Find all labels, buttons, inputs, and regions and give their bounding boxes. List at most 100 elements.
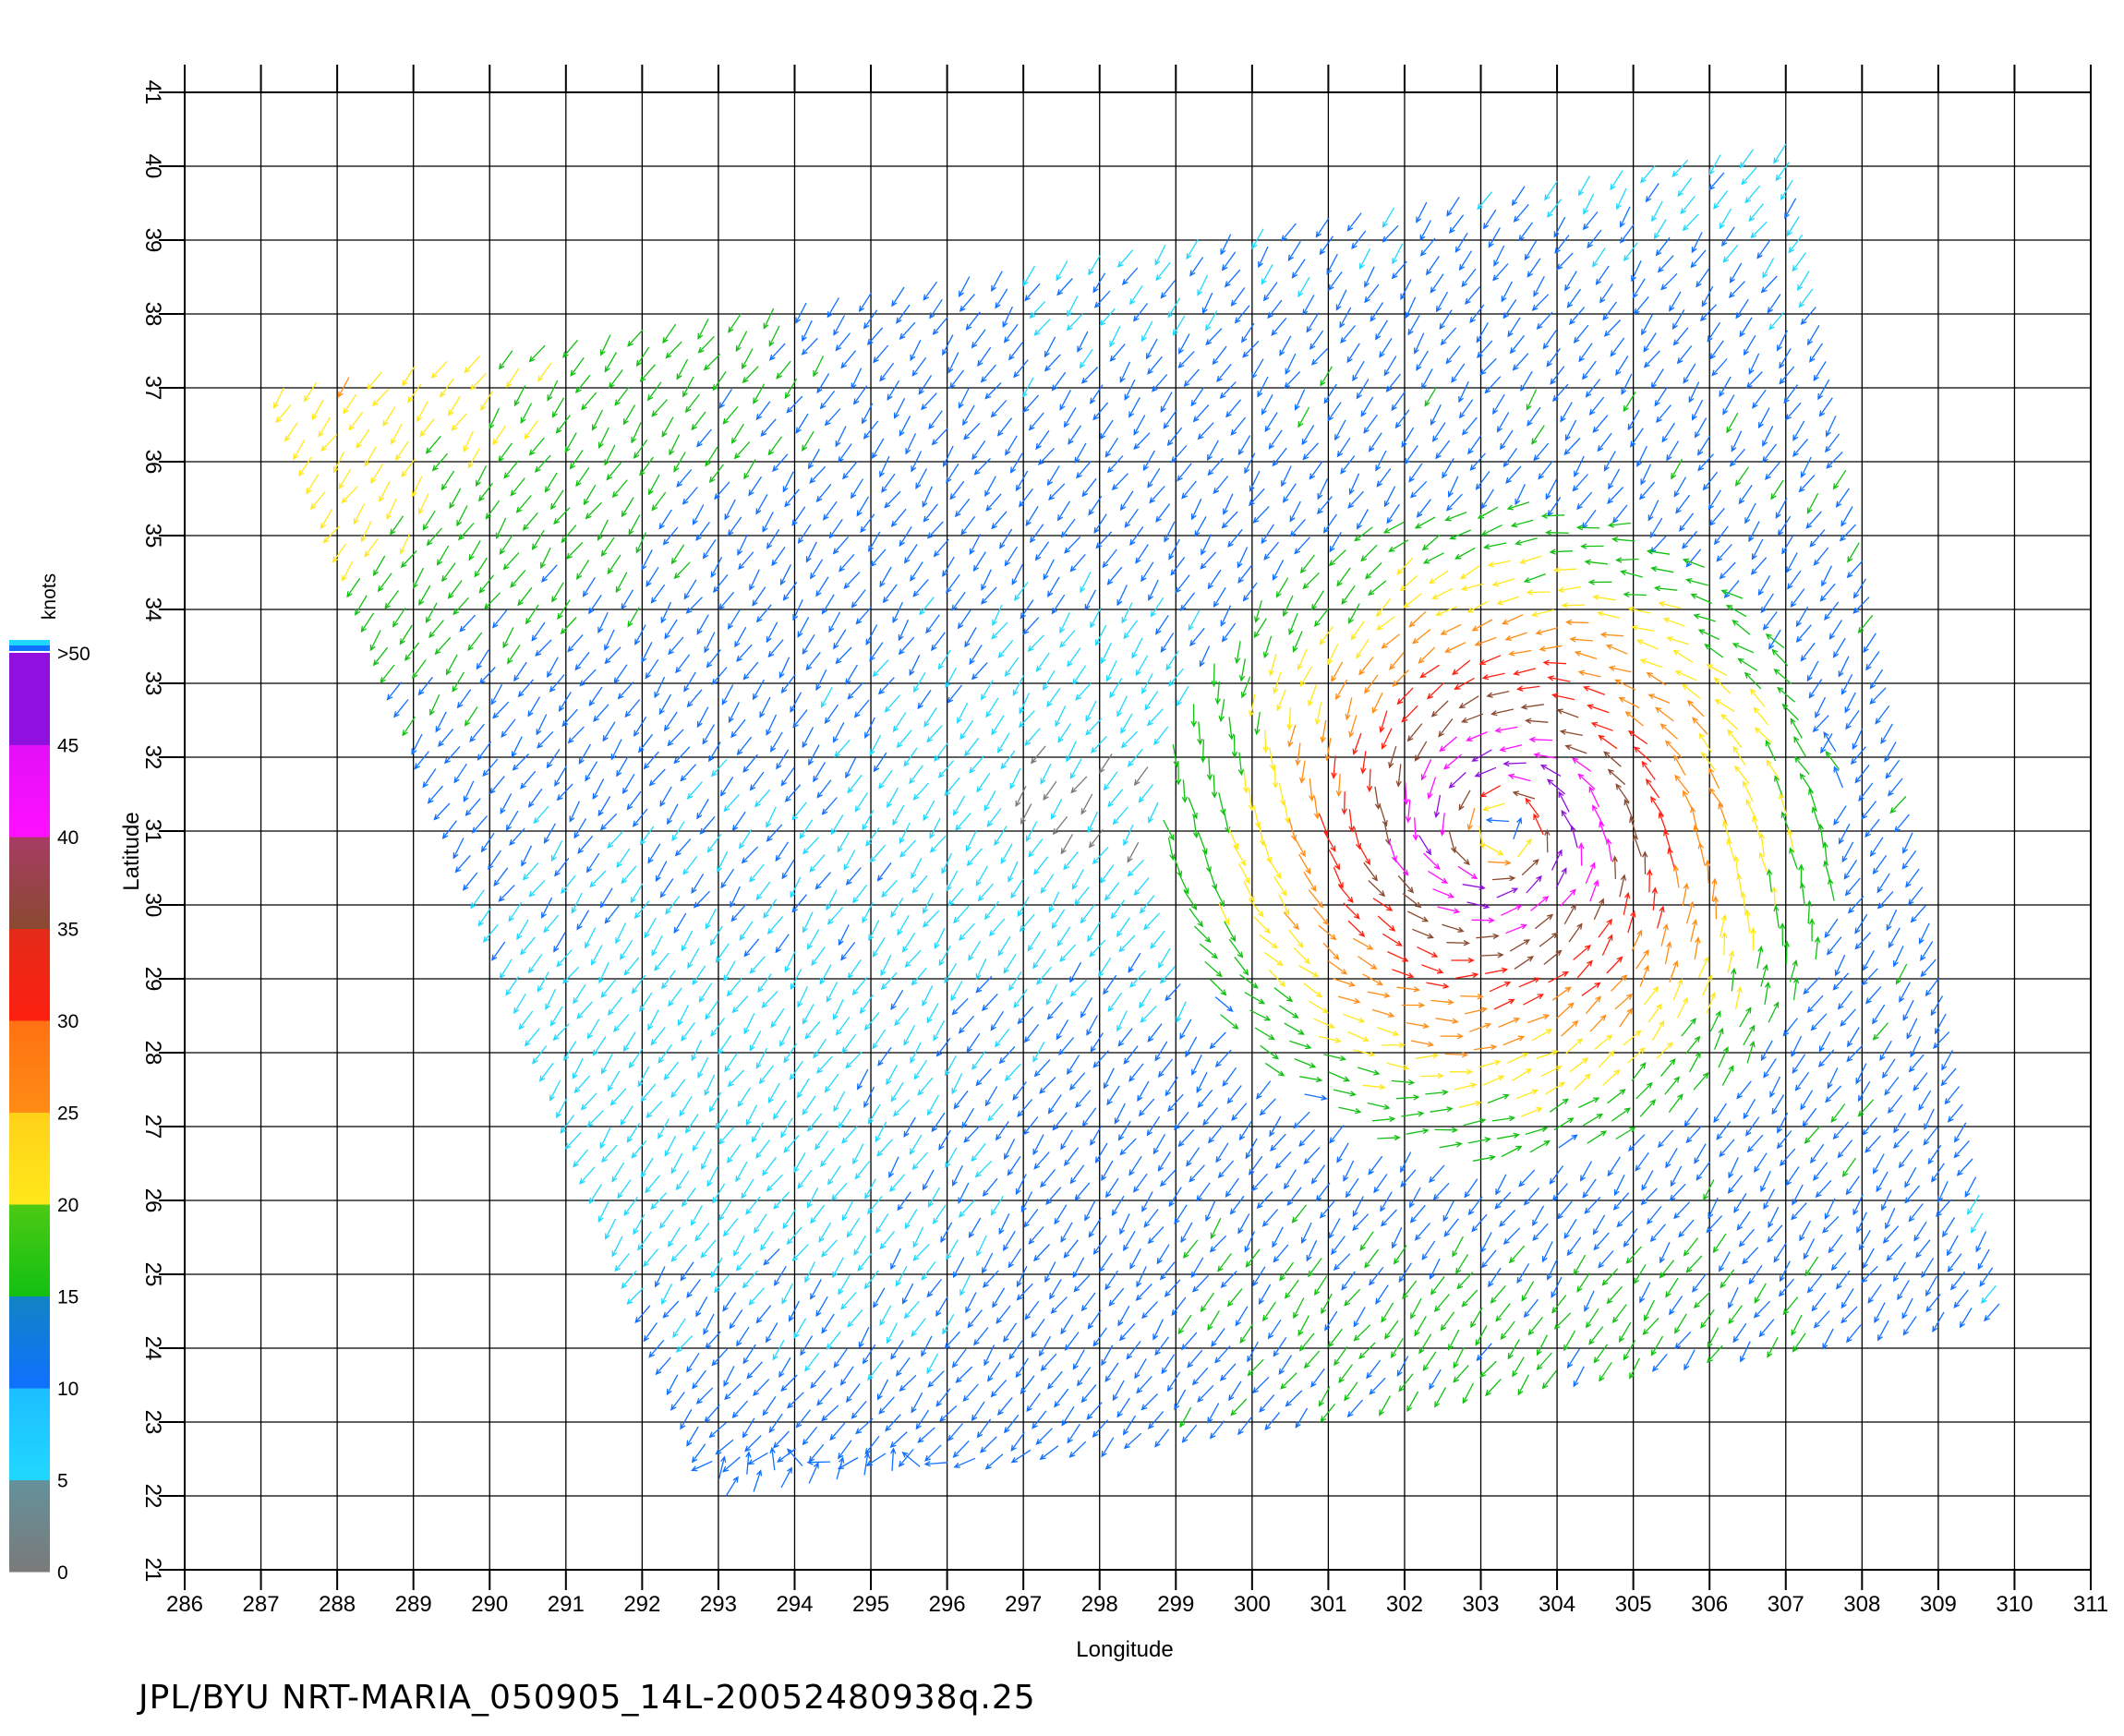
wind-vector [911,967,927,986]
wind-vector [1493,245,1505,267]
wind-vector [1177,1129,1195,1148]
wind-vector [1507,317,1521,338]
wind-vector [899,1374,917,1392]
wind-vector [1881,1058,1896,1079]
wind-vector [1323,831,1336,852]
wind-vector [670,1244,688,1262]
wind-vector [712,371,727,392]
wind-vector [1211,663,1217,688]
wind-vector [903,544,918,564]
wind-vector [1872,1153,1885,1175]
wind-vector [1624,711,1644,727]
wind-vector [1763,1188,1776,1211]
wind-vector [1547,1259,1558,1281]
wind-vector [799,819,814,839]
x-tick-label: 304 [1539,1592,1575,1617]
wind-vector [1406,723,1423,742]
wind-vector [1496,596,1519,606]
wind-vector [1440,1311,1455,1332]
wind-vector [1879,1040,1892,1062]
wind-vector [1908,1203,1924,1223]
wind-vector [846,1383,861,1404]
wind-vector [1578,343,1593,363]
wind-vector [923,1461,948,1467]
wind-vector [1297,648,1308,671]
wind-vector [809,559,824,580]
wind-vector [1773,669,1792,685]
wind-vector [635,346,650,368]
wind-vector [1075,682,1092,701]
wind-vector [832,999,844,1021]
wind-vector [1289,500,1301,523]
wind-vector [1010,1449,1032,1464]
wind-vector [1418,835,1431,856]
wind-vector [737,1087,752,1108]
wind-vector [811,946,826,967]
y-tick-label: 35 [140,524,165,549]
wind-vector [1343,1160,1355,1182]
wind-vector [1694,417,1708,439]
wind-vector [1746,1134,1764,1153]
wind-vector [1467,1137,1491,1144]
wind-vector [1066,1055,1080,1076]
wind-vector [731,1400,749,1419]
wind-vector [704,1404,720,1423]
wind-vector [1060,1222,1073,1243]
wind-vector [1295,742,1301,766]
wind-vector [912,671,926,693]
wind-vector [718,1200,732,1222]
wind-vector [784,951,796,973]
wind-vector [1599,283,1613,304]
wind-vector [1318,924,1337,941]
wind-vector [821,797,838,815]
wind-vector [1584,559,1608,565]
wind-vector [1055,705,1067,728]
wind-vector [990,1379,1008,1398]
wind-vector [1527,406,1541,427]
wind-vector [1611,1107,1632,1122]
wind-vector [1696,1161,1711,1181]
wind-vector [691,1443,706,1464]
wind-vector [1646,671,1667,686]
wind-vector [1315,217,1330,238]
wind-vector [1507,773,1531,782]
wind-vector [1166,1371,1181,1392]
wind-vector [1544,828,1551,853]
wind-vector [1619,1007,1634,1028]
wind-vector [1525,1126,1549,1136]
y-tick-label: 33 [140,671,165,696]
wind-vector [471,815,489,834]
wind-vector [1760,275,1778,294]
wind-vector [923,707,937,728]
wind-vector [1396,557,1414,575]
wind-vector [941,852,953,875]
colorbar-bin [9,653,50,745]
wind-vector [1101,1344,1114,1367]
wind-vector [971,662,988,681]
wind-vector [1813,547,1829,566]
wind-vector [1410,1297,1422,1320]
wind-vector [1380,1191,1393,1212]
wind-vector [1516,1263,1530,1284]
wind-vector [1607,768,1626,786]
wind-vector [1708,172,1725,191]
wind-vector [867,1103,881,1125]
wind-vector [823,500,838,521]
wind-vector [452,671,465,693]
wind-vector [1406,1127,1430,1135]
wind-vector [724,1382,742,1401]
wind-vector [879,455,890,478]
wind-vector [1599,821,1609,844]
wind-vector [1694,1143,1707,1164]
wind-vector [1022,617,1040,635]
wind-vector [1750,221,1768,239]
wind-vector [1336,1142,1349,1163]
y-tick-label: 23 [140,1410,165,1435]
wind-vector [1398,1262,1412,1284]
wind-vector [1563,1330,1576,1352]
wind-vector [951,1073,963,1095]
wind-vector [1673,476,1687,498]
wind-vector [407,383,422,404]
wind-vector [390,515,404,536]
wind-vector [1563,903,1576,925]
